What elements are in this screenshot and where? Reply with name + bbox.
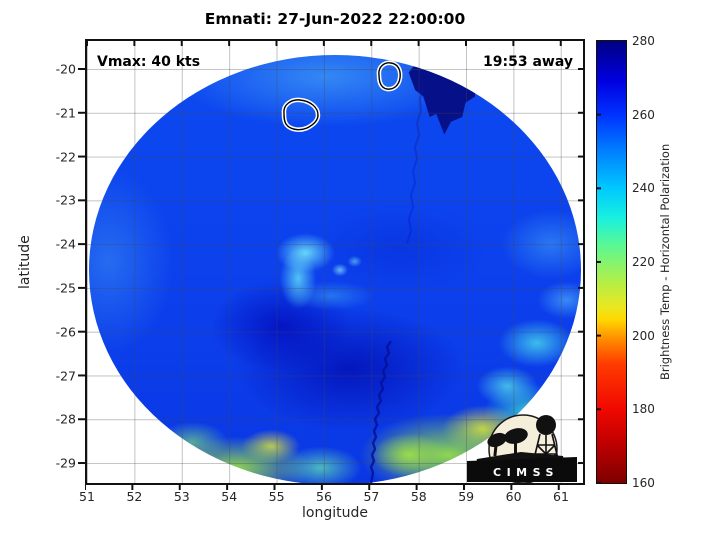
y-tick: -29 xyxy=(55,455,76,471)
y-tick: -23 xyxy=(55,192,76,208)
y-axis-tick-labels: -20 -21 -22 -23 -24 -25 -26 -27 -28 -29 xyxy=(38,41,82,483)
y-tick: -21 xyxy=(55,105,76,121)
colorbar-label: Brightness Temp - Horizontal Polarizatio… xyxy=(658,143,672,381)
colorbar-tick: 180 xyxy=(632,402,655,417)
colorbar-tick: 220 xyxy=(632,255,655,269)
storm-contour-ring-1-core xyxy=(283,99,319,131)
vmax-annotation: Vmax: 40 kts xyxy=(97,54,201,70)
cimss-logo-banner xyxy=(467,457,577,482)
x-tick: 61 xyxy=(553,489,569,504)
y-tick: -20 xyxy=(55,61,76,77)
cimss-logo: CIMSS xyxy=(467,414,577,483)
x-tick: 59 xyxy=(458,489,475,504)
y-tick: -22 xyxy=(55,149,76,165)
colorbar-tick: 280 xyxy=(632,34,655,48)
y-tick: -26 xyxy=(55,324,76,340)
x-tick: 60 xyxy=(505,489,522,504)
colorbar-tick: 240 xyxy=(632,181,655,196)
x-tick: 51 xyxy=(79,489,95,504)
storm-contour-ring-2-core xyxy=(378,62,401,90)
x-tick: 58 xyxy=(410,489,427,504)
x-tick: 57 xyxy=(363,489,380,504)
colorbar-tick-labels: 280 260 240 220 200 180 160 xyxy=(632,34,662,490)
x-axis-label: longitude xyxy=(302,505,368,521)
x-tick: 52 xyxy=(126,489,143,504)
overlay-annotations xyxy=(281,60,424,483)
x-tick: 54 xyxy=(221,489,238,504)
cimss-logo-text: CIMSS xyxy=(493,466,559,479)
colorbar-ticks xyxy=(597,41,601,483)
figure-title: Emnati: 27-Jun-2022 22:00:00 xyxy=(204,10,466,28)
satellite-swath-image xyxy=(89,55,581,483)
y-tick: -25 xyxy=(55,280,76,296)
swath-seam-main xyxy=(369,340,392,483)
colorbar-tick: 160 xyxy=(632,476,655,490)
colorbar xyxy=(596,40,627,484)
x-tick: 56 xyxy=(316,489,332,504)
time-offset-annotation: 19:53 away xyxy=(483,54,573,70)
x-axis-tick-labels: 51 52 53 54 55 56 57 58 59 60 61 xyxy=(79,489,583,507)
x-axis-ticks-outward xyxy=(85,483,581,490)
colorbar-tick: 200 xyxy=(632,328,655,343)
y-tick: -27 xyxy=(55,368,76,384)
y-axis-label: latitude xyxy=(17,235,33,289)
swath-seam-upper xyxy=(406,86,424,244)
y-tick: -28 xyxy=(55,411,76,427)
colorbar-tick: 260 xyxy=(632,107,655,122)
y-tick: -24 xyxy=(55,236,76,252)
satellite-dish-icon xyxy=(487,428,528,457)
x-tick: 55 xyxy=(268,489,285,504)
water-tank-icon xyxy=(536,415,556,435)
x-tick: 53 xyxy=(173,489,190,504)
plot-area: Vmax: 40 kts 19:53 away CIMSS xyxy=(85,39,585,485)
